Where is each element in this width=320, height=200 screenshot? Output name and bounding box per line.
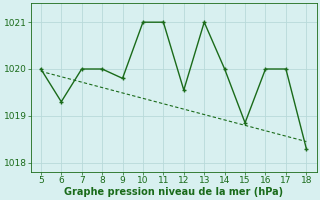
X-axis label: Graphe pression niveau de la mer (hPa): Graphe pression niveau de la mer (hPa)	[64, 187, 283, 197]
